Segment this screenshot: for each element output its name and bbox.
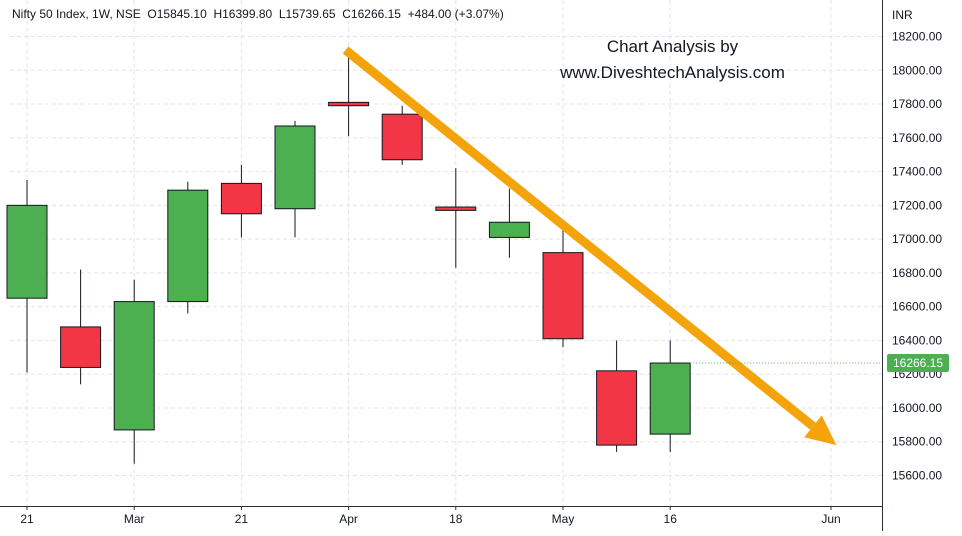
y-tick-label: 16600.00 [892, 300, 942, 314]
y-tick-label: 18200.00 [892, 30, 942, 44]
candle-body [167, 189, 209, 303]
x-tick-label: Mar [124, 512, 145, 526]
candle [381, 105, 423, 165]
candle-body [60, 326, 102, 368]
y-tick-label: 17400.00 [892, 165, 942, 179]
x-tick-label: Jun [821, 512, 840, 526]
ohlc-close: C16266.15 [342, 7, 401, 21]
candle-body [220, 182, 262, 215]
candle-body [381, 113, 423, 161]
watermark-line-1: Chart Analysis by [606, 37, 739, 56]
candle-body [542, 252, 584, 340]
chart-watermark: Chart Analysis by www.DiveshtechAnalysis… [520, 34, 825, 86]
ohlc-high: H16399.80 [213, 7, 273, 21]
y-tick-label: 16400.00 [892, 333, 942, 347]
candle [113, 279, 155, 464]
y-tick-label: 16800.00 [892, 266, 942, 280]
y-tick-label: 17000.00 [892, 232, 942, 246]
x-tick-label: Apr [339, 512, 358, 526]
last-price-badge: 16266.15 [887, 354, 949, 373]
candle-body [274, 125, 316, 210]
y-tick-label: 17800.00 [892, 97, 942, 111]
candle-body [435, 206, 477, 211]
trend-arrow-head [804, 415, 837, 446]
candle [274, 120, 316, 238]
candle-body [596, 370, 638, 446]
ohlc-low: L15739.65 [278, 7, 336, 21]
candle [60, 269, 102, 385]
ohlc-open: O15845.10 [147, 7, 207, 21]
candle-body [113, 301, 155, 431]
y-tick-label: 17200.00 [892, 198, 942, 212]
candle-body [328, 101, 370, 107]
candle-body [6, 204, 48, 299]
y-tick-label: 17600.00 [892, 131, 942, 145]
candle [542, 230, 584, 348]
x-tick-label: May [552, 512, 575, 526]
candle [488, 188, 530, 258]
watermark-line-2: www.DiveshtechAnalysis.com [560, 63, 785, 82]
candle [220, 164, 262, 238]
candle [167, 181, 209, 314]
ohlc-change: +484.00 (+3.07%) [407, 7, 504, 21]
candle [596, 340, 638, 452]
candle-body [649, 362, 691, 435]
x-tick-label: 18 [449, 512, 463, 526]
y-tick-label: 16000.00 [892, 401, 942, 415]
x-tick-label: 16 [664, 512, 678, 526]
candle [328, 51, 370, 137]
trend-arrow-line [342, 46, 816, 430]
x-tick-label: 21 [235, 512, 249, 526]
currency-label: INR [892, 8, 913, 22]
candle [6, 180, 48, 373]
candle [435, 168, 477, 268]
y-tick-label: 15800.00 [892, 435, 942, 449]
y-tick-label: 18000.00 [892, 63, 942, 77]
x-tick-label: 21 [20, 512, 34, 526]
symbol-name: Nifty 50 Index, 1W, NSE [12, 7, 141, 21]
candle-body [488, 221, 530, 238]
y-tick-label: 15600.00 [892, 469, 942, 483]
candle [649, 340, 691, 452]
symbol-legend: Nifty 50 Index, 1W, NSE O15845.10 H16399… [12, 7, 504, 21]
